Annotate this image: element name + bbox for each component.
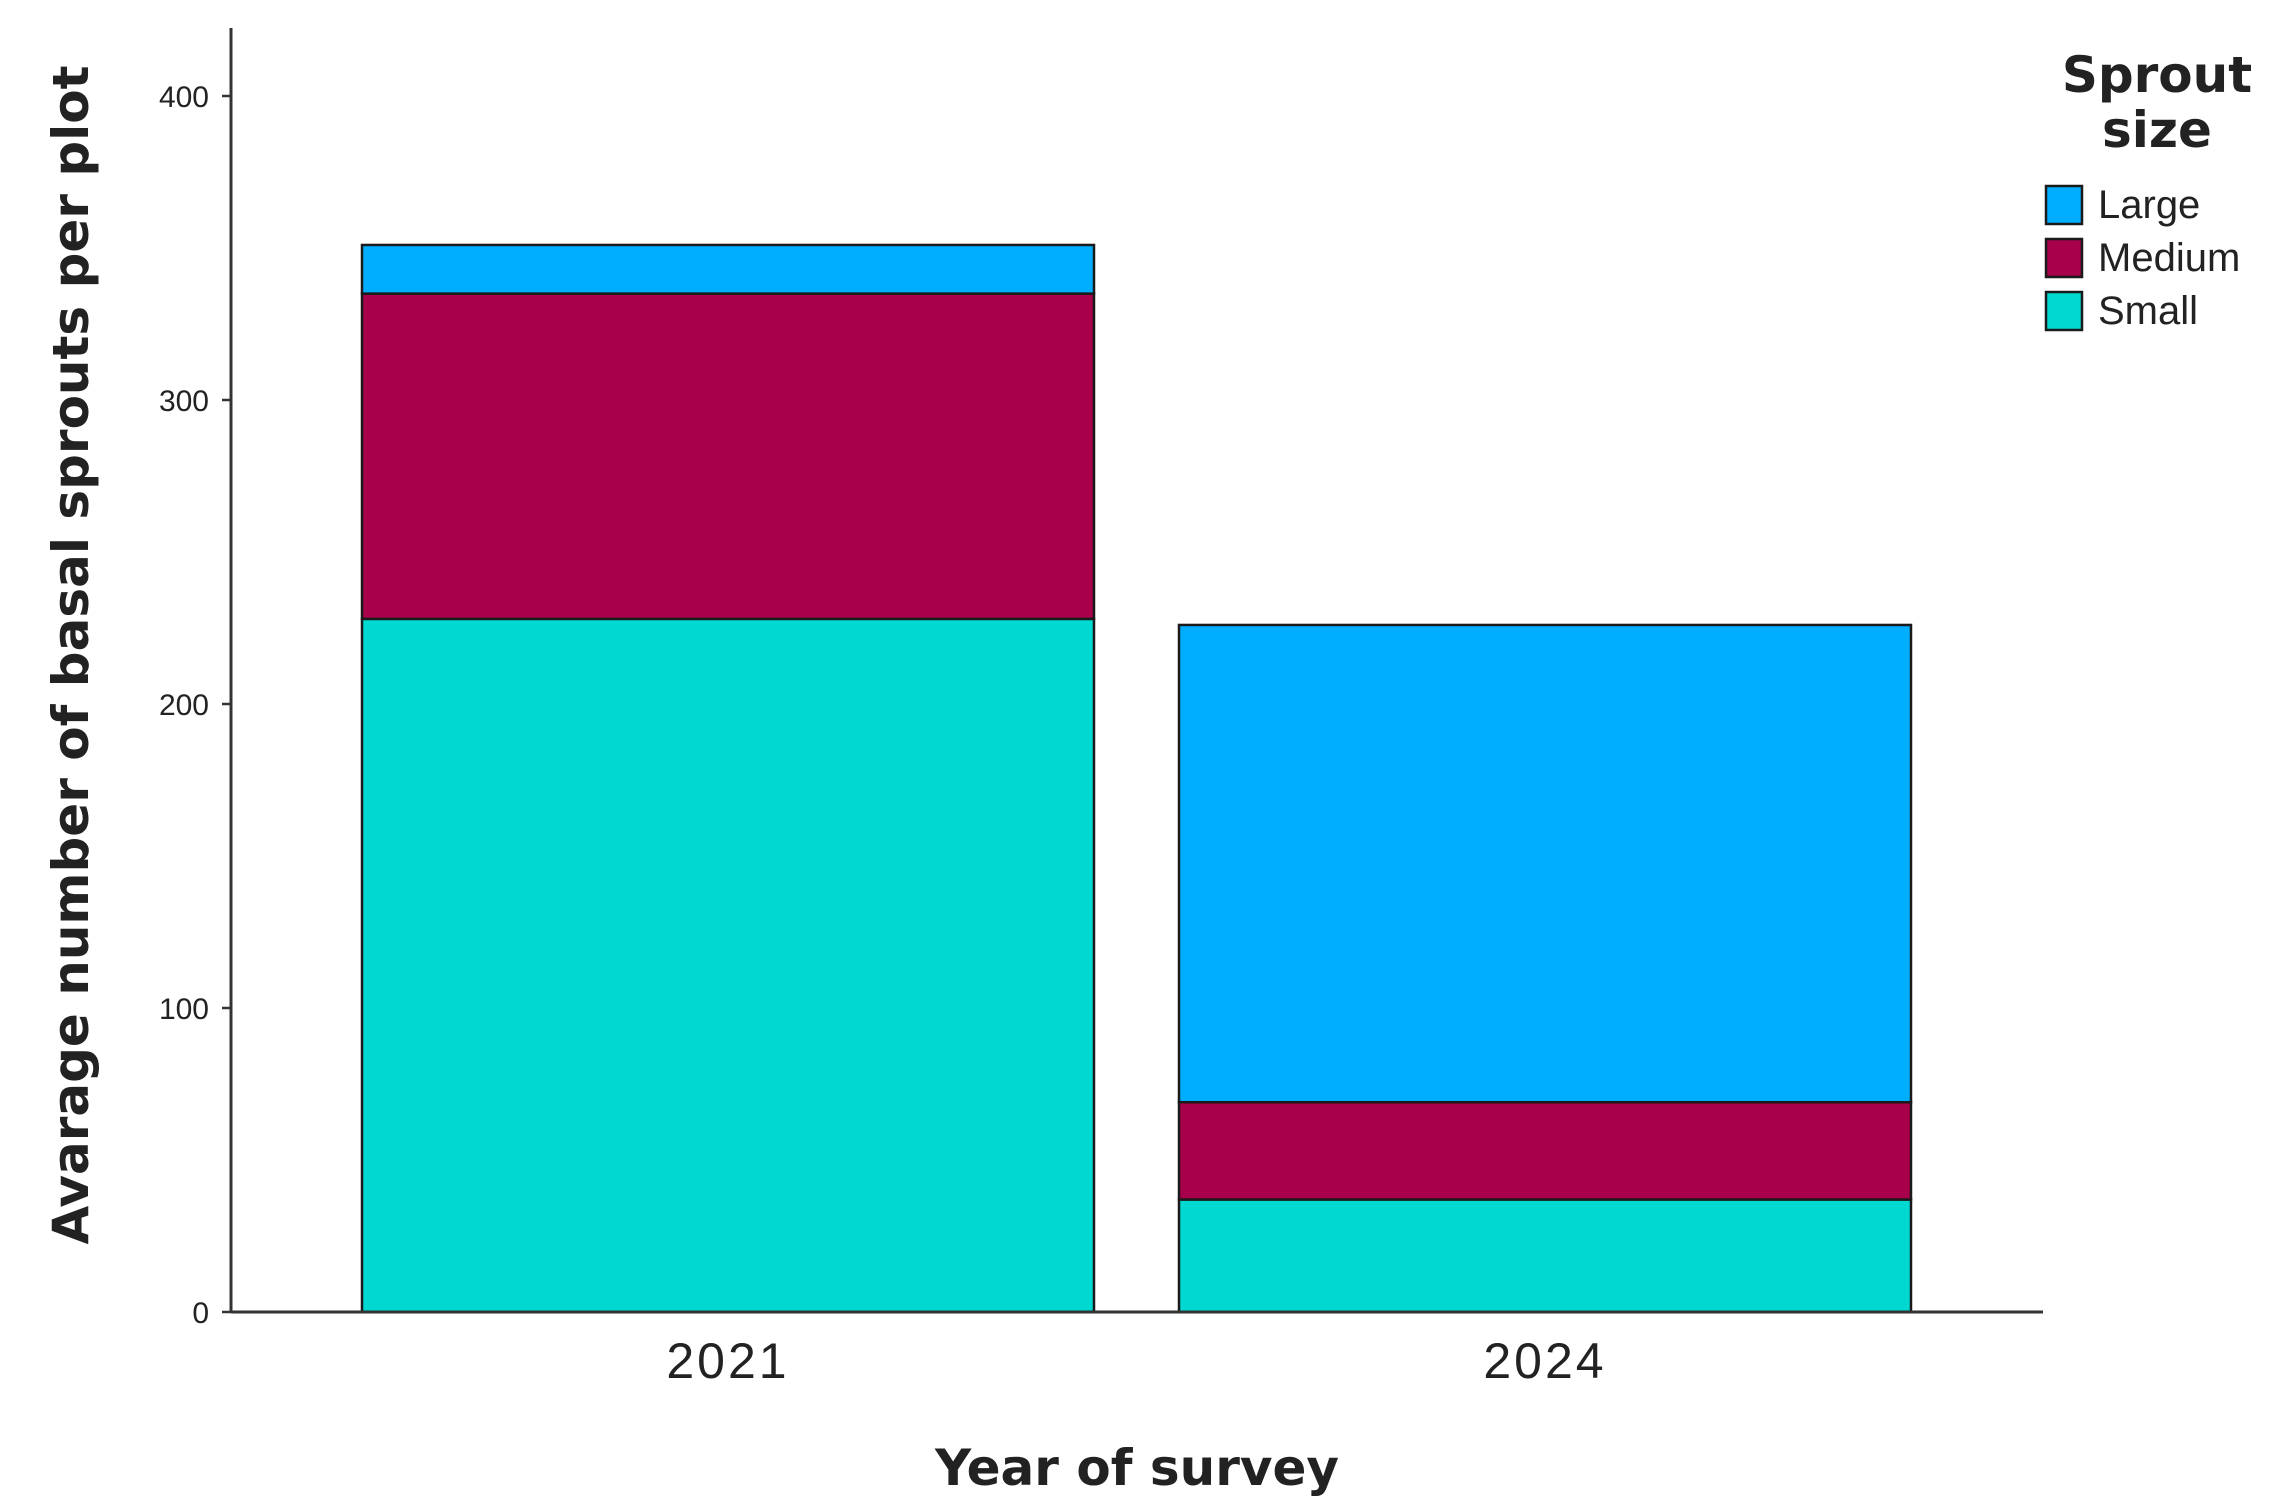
- bar-segment-2021-medium: [360, 292, 1096, 621]
- y-tick-label: 200: [159, 689, 209, 722]
- y-ticks-group: 0 100 200 300 400: [159, 81, 231, 1330]
- y-tick-label: 0: [192, 1297, 209, 1330]
- bar-segment-2024-medium: [1177, 1100, 1913, 1201]
- legend-label-medium: Medium: [2098, 236, 2240, 280]
- legend-label-small: Small: [2098, 289, 2198, 333]
- x-tick-label: 2021: [666, 1333, 789, 1389]
- y-tick-label: 300: [159, 385, 209, 418]
- y-axis-title: Avarage number of basal sprouts per plot: [42, 65, 100, 1244]
- x-ticks-group: 2021 2024: [666, 1333, 1606, 1389]
- legend-swatch-large: [2044, 184, 2084, 226]
- bar-segment-2024-small: [1177, 1198, 1913, 1314]
- x-tick-label: 2024: [1483, 1333, 1606, 1389]
- bar-segment-2024-large: [1177, 623, 1913, 1104]
- x-axis-title: Year of survey: [934, 1439, 1339, 1497]
- bar-segment-2021-small: [360, 617, 1096, 1314]
- legend-swatch-small: [2044, 290, 2084, 332]
- legend-label-large: Large: [2098, 183, 2200, 227]
- legend-title: Sprout: [2062, 46, 2252, 104]
- y-tick-label: 400: [159, 81, 209, 114]
- bar-segment-2021-large: [360, 243, 1096, 295]
- bars-group: [360, 243, 1913, 1314]
- legend-swatch-medium: [2044, 237, 2084, 279]
- legend-title: size: [2102, 101, 2212, 159]
- y-tick-label: 100: [159, 993, 209, 1026]
